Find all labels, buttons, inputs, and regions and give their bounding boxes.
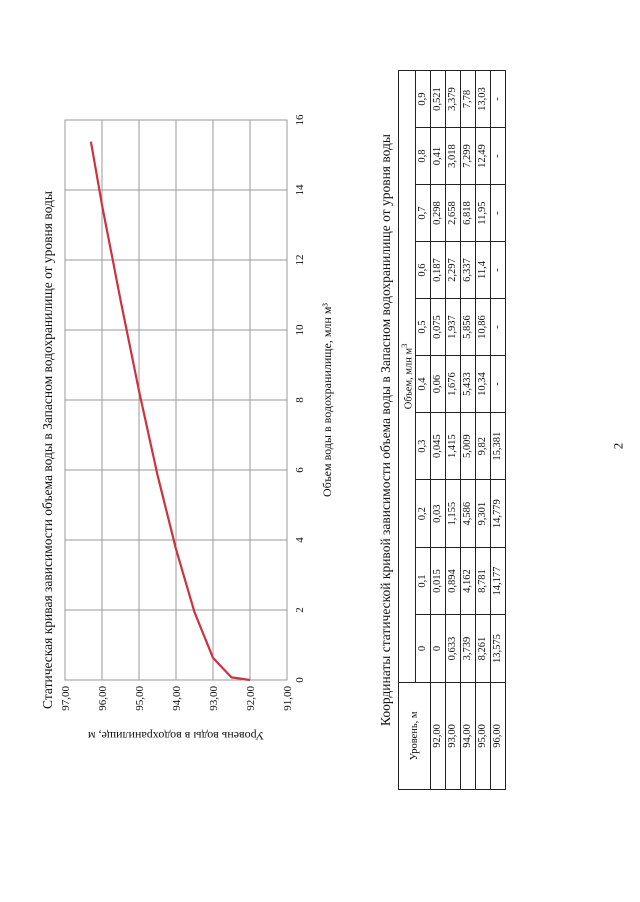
y-tick-label: 91,00: [282, 686, 294, 711]
x-tick-label: 12: [294, 255, 306, 266]
volume-cell: 4,162: [460, 547, 475, 615]
decimal-step-header: 0: [415, 614, 430, 683]
decimal-step-header: 0,5: [415, 298, 430, 356]
y-tick-label: 96,00: [97, 686, 109, 711]
y-tick-label: 94,00: [171, 686, 183, 711]
x-tick-label: 10: [294, 324, 306, 336]
level-column-header: Уровень, м: [398, 682, 430, 790]
volume-cell: 7,78: [460, 70, 475, 128]
volume-cell: 5,009: [460, 412, 475, 480]
x-tick-label: 6: [294, 467, 306, 473]
level-cell: 92,00: [430, 682, 445, 790]
volume-cell: 0,633: [445, 614, 460, 683]
table-row: 92,00 0 0,015 0,03 0,045 0,06 0,075 0,187 0,298 0…: [430, 70, 445, 790]
y-tick-label: 93,00: [208, 686, 220, 711]
level-cell: 93,00: [445, 682, 460, 790]
volume-cell: -: [490, 70, 505, 128]
volume-cell: 2,297: [445, 241, 460, 299]
decimal-step-header: 0,4: [415, 355, 430, 413]
table-row: 95,00 8,261 8,781 9,301 9,82 10,34 10,86 11,4 11…: [475, 70, 490, 790]
volume-cell: 10,86: [475, 298, 490, 356]
volume-cell: 14,177: [490, 547, 505, 615]
volume-cell: 7,299: [460, 127, 475, 185]
x-tick-label: 8: [294, 397, 306, 403]
table-row: 94,00 3,739 4,162 4,586 5,009 5,433 5,856 6,337…: [460, 70, 475, 790]
table-row: 96,00 13,575 14,177 14,779 15,381- - - - - -: [490, 70, 505, 790]
volume-cell: 6,818: [460, 184, 475, 242]
volume-cell: 0,894: [445, 547, 460, 615]
volume-cell: -: [490, 241, 505, 299]
volume-cell: 0,015: [430, 547, 445, 615]
volume-cell: 8,261: [475, 614, 490, 683]
volume-cell: 1,415: [445, 412, 460, 480]
volume-cell: 8,781: [475, 547, 490, 615]
volume-cell: 0,41: [430, 127, 445, 185]
volume-cell: 1,937: [445, 298, 460, 356]
volume-cell: 3,739: [460, 614, 475, 683]
decimal-step-header: 0,2: [415, 479, 430, 548]
volume-cell: 12,49: [475, 127, 490, 185]
y-axis-label: Уровень воды в водохранилище, м: [88, 729, 265, 743]
x-tick-label: 14: [294, 184, 306, 196]
decimal-step-header-row: 0 0,1 0,2 0,3 0,4 0,5 0,6 0,7 0,8 0,9: [415, 70, 430, 790]
decimal-step-header: 0,1: [415, 547, 430, 615]
volume-cell: 0,06: [430, 355, 445, 413]
volume-column-header: Объем, млн м3: [398, 70, 415, 683]
volume-cell: 3,379: [445, 70, 460, 128]
volume-cell: 10,34: [475, 355, 490, 413]
volume-cell: 4,586: [460, 479, 475, 548]
x-tick-label: 2: [294, 607, 306, 613]
volume-cell: 0,298: [430, 184, 445, 242]
volume-cell: -: [490, 127, 505, 185]
decimal-step-header: 0,8: [415, 127, 430, 185]
volume-cell: 15,381: [490, 412, 505, 480]
volume-cell: 1,676: [445, 355, 460, 413]
volume-cell: 0,187: [430, 241, 445, 299]
series-line: [89, 141, 251, 682]
volume-cell: -: [490, 355, 505, 413]
level-cell: 95,00: [475, 682, 490, 790]
x-axis-label: Объем воды в водохранилище, млн м³: [320, 303, 334, 497]
decimal-step-header: 0,3: [415, 412, 430, 480]
volume-cell: 5,856: [460, 298, 475, 356]
volume-cell: 0: [430, 614, 445, 683]
level-volume-chart: 91,00 92,00 93,00 94,00 95,00 96,00 97,00 0 2 4 6 8…: [60, 114, 334, 743]
decimal-step-header: 0,6: [415, 241, 430, 299]
volume-cell: 14,779: [490, 479, 505, 548]
volume-cell: 2,658: [445, 184, 460, 242]
volume-cell: 0,03: [430, 479, 445, 548]
decimal-step-header: 0,7: [415, 184, 430, 242]
level-cell: 96,00: [490, 682, 505, 790]
volume-cell: 0,521: [430, 70, 445, 128]
rotated-page-content: Статическая кривая зависимости объема во…: [20, 10, 620, 870]
volume-cell: 6,337: [460, 241, 475, 299]
volume-cell: -: [490, 298, 505, 356]
x-tick-label: 16: [294, 114, 306, 126]
y-tick-label: 92,00: [245, 686, 257, 711]
volume-cell: -: [490, 184, 505, 242]
volume-cell: 11,4: [475, 241, 490, 299]
volume-cell: 9,301: [475, 479, 490, 548]
x-tick-label: 0: [294, 677, 306, 683]
volume-cell: 11,95: [475, 184, 490, 242]
volume-cell: 0,045: [430, 412, 445, 480]
decimal-step-header: 0,9: [415, 70, 430, 128]
table-row: 93,00 0,633 0,894 1,155 1,415 1,676 1,937 2,297…: [445, 70, 460, 790]
y-tick-label: 95,00: [134, 686, 146, 711]
volume-cell: 13,03: [475, 70, 490, 128]
volume-cell: 5,433: [460, 355, 475, 413]
x-tick-label: 4: [294, 537, 306, 543]
table-title: Координаты статической кривой зависимост…: [378, 134, 393, 726]
volume-cell: 9,82: [475, 412, 490, 480]
volume-cell: 3,018: [445, 127, 460, 185]
volume-cell: 0,075: [430, 298, 445, 356]
volume-cell: 13,575: [490, 614, 505, 683]
y-tick-label: 97,00: [60, 686, 72, 711]
coordinates-table: Уровень, м Объем, млн м3 0 0,1 0,2 0,3 0,4 0,…: [398, 70, 506, 790]
volume-header-text: Объем, млн м: [403, 347, 415, 410]
volume-header-superscript: 3: [399, 343, 409, 348]
volume-cell: 1,155: [445, 479, 460, 548]
level-cell: 94,00: [460, 682, 475, 790]
